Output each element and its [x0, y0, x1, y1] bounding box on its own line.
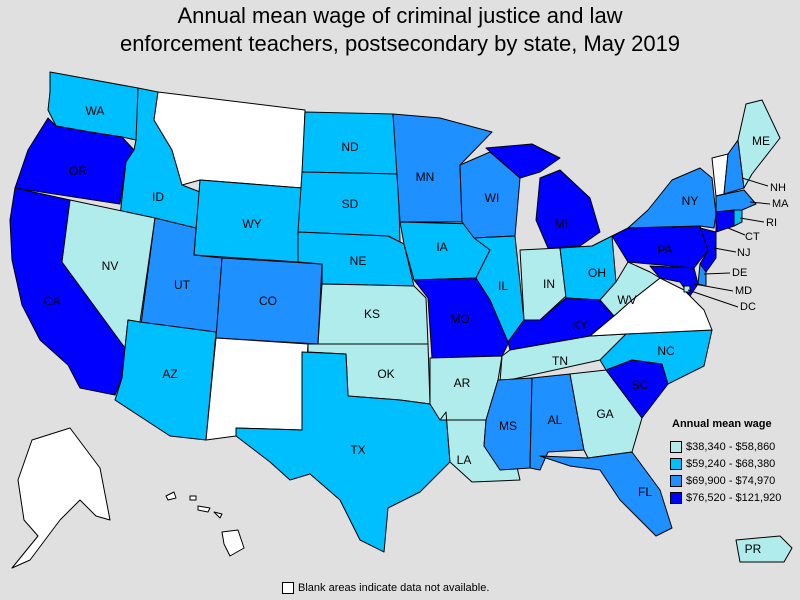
state-in[interactable] — [519, 247, 567, 321]
legend-label-2: $59,240 - $68,380 — [686, 457, 776, 470]
state-me[interactable] — [737, 99, 781, 189]
label-nv: NV — [102, 259, 119, 273]
legend-swatch-3 — [670, 474, 682, 487]
label-me: ME — [752, 134, 770, 148]
legend-item-3: $69,900 - $74,970 — [670, 472, 800, 489]
state-mi[interactable] — [485, 143, 601, 249]
label-ok: OK — [377, 367, 394, 381]
map-title: Annual mean wage of criminal justice and… — [0, 2, 800, 58]
label-de: DE — [732, 267, 747, 279]
label-ny: NY — [682, 194, 699, 208]
label-mo: MO — [450, 312, 469, 326]
state-il[interactable] — [473, 235, 525, 343]
state-fl[interactable] — [539, 451, 673, 537]
label-ms: MS — [499, 419, 517, 433]
label-il: IL — [498, 279, 508, 293]
label-in: IN — [543, 277, 555, 291]
title-line-1: Annual mean wage of criminal justice and… — [177, 3, 623, 28]
legend-item-4: $76,520 - $121,920 — [670, 489, 800, 506]
label-ut: UT — [174, 278, 191, 292]
label-fl: FL — [638, 485, 652, 499]
legend-swatch-4 — [670, 491, 682, 504]
label-sc: SC — [632, 378, 649, 392]
legend-item-1: $38,340 - $58,860 — [670, 438, 800, 455]
label-ks: KS — [364, 307, 380, 321]
title-line-2: enforcement teachers, postsecondary by s… — [119, 31, 681, 56]
state-dc[interactable] — [683, 285, 691, 293]
legend-title: Annual mean wage — [672, 418, 772, 430]
state-ma[interactable] — [715, 189, 757, 213]
legend-label-4: $76,520 - $121,920 — [686, 491, 782, 504]
legend-item-2: $59,240 - $68,380 — [670, 455, 800, 472]
state-tx[interactable] — [235, 351, 451, 553]
label-ma: MA — [772, 198, 789, 210]
label-mn: MN — [416, 170, 435, 184]
label-pr: PR — [745, 542, 762, 556]
label-dc: DC — [740, 301, 756, 313]
footnote: Blank areas indicate data not available. — [282, 582, 489, 594]
label-la: LA — [457, 453, 472, 467]
label-al: AL — [548, 413, 563, 427]
label-md: MD — [735, 285, 752, 297]
state-wv[interactable] — [599, 261, 661, 317]
legend-swatch-1 — [670, 440, 682, 453]
footnote-swatch — [282, 582, 294, 594]
label-nd: ND — [341, 140, 359, 154]
label-co: CO — [259, 294, 277, 308]
label-wy: WY — [242, 217, 261, 231]
label-pa: PA — [657, 243, 672, 257]
state-pr[interactable] — [735, 535, 793, 563]
state-nm[interactable] — [205, 337, 309, 441]
state-labels: WA OR CA ID NV WY UT AZ CO ND SD NE KS O… — [44, 104, 789, 556]
label-tx: TX — [350, 443, 365, 457]
state-ks[interactable] — [317, 283, 429, 345]
callout-lines — [687, 177, 771, 308]
label-mi: MI — [554, 217, 567, 231]
label-nj: NJ — [737, 247, 750, 259]
state-ct[interactable] — [715, 209, 735, 233]
label-oh: OH — [588, 266, 606, 280]
legend-label-3: $69,900 - $74,970 — [686, 474, 776, 487]
label-or: OR — [69, 164, 87, 178]
label-nh: NH — [770, 182, 786, 194]
label-ne: NE — [350, 254, 367, 268]
legend-label-1: $38,340 - $58,860 — [686, 440, 776, 453]
state-hi[interactable] — [165, 491, 245, 557]
label-ia: IA — [436, 240, 447, 254]
label-ct: CT — [745, 231, 760, 243]
label-wi: WI — [485, 191, 500, 205]
label-ga: GA — [596, 407, 613, 421]
label-ri: RI — [766, 217, 777, 229]
state-ri[interactable] — [733, 209, 743, 227]
label-nc: NC — [657, 344, 675, 358]
legend-swatch-2 — [670, 457, 682, 470]
label-sd: SD — [342, 197, 359, 211]
state-ak[interactable] — [11, 427, 111, 569]
label-tn: TN — [552, 354, 568, 368]
footnote-text: Blank areas indicate data not available. — [298, 582, 490, 594]
legend: Annual mean wage $38,340 - $58,860 $59,2… — [670, 418, 800, 506]
label-ca: CA — [44, 294, 61, 308]
label-wa: WA — [86, 104, 105, 118]
state-ny[interactable] — [627, 167, 717, 229]
label-wv: WV — [617, 293, 636, 307]
label-ar: AR — [454, 376, 471, 390]
label-az: AZ — [162, 367, 177, 381]
label-id: ID — [152, 190, 164, 204]
label-ky: KY — [572, 318, 588, 332]
